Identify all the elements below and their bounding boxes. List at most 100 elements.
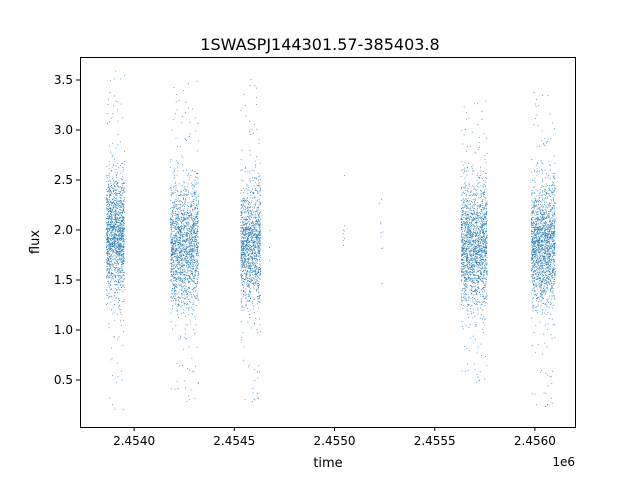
data-point	[258, 238, 260, 239]
data-point	[117, 242, 119, 244]
data-point	[254, 177, 256, 179]
data-point	[177, 162, 179, 164]
data-point	[188, 190, 189, 192]
data-point	[243, 187, 244, 189]
data-point	[109, 179, 111, 181]
data-point	[251, 200, 253, 202]
data-point	[175, 274, 177, 275]
data-point	[187, 267, 189, 269]
data-point	[190, 307, 192, 309]
data-point	[478, 380, 480, 381]
data-point	[192, 370, 194, 372]
data-point	[176, 308, 178, 310]
data-point	[116, 218, 118, 220]
data-point	[483, 237, 485, 238]
data-point	[476, 205, 478, 207]
data-point	[175, 241, 176, 243]
data-point	[472, 199, 474, 201]
data-point	[481, 244, 483, 246]
data-point	[120, 280, 121, 282]
data-point	[254, 242, 256, 243]
data-point	[171, 242, 172, 244]
data-point	[252, 269, 254, 271]
data-point	[121, 162, 123, 164]
data-point	[477, 277, 479, 279]
data-point	[253, 261, 254, 263]
data-point	[173, 169, 175, 171]
data-point	[121, 214, 122, 216]
data-point	[173, 253, 175, 255]
data-point	[172, 304, 174, 306]
data-point	[245, 230, 247, 232]
data-point	[191, 268, 193, 270]
data-point	[121, 203, 123, 204]
data-point	[245, 276, 246, 278]
data-point	[174, 227, 176, 229]
data-point	[250, 275, 251, 276]
data-point	[109, 243, 111, 245]
data-point	[190, 244, 192, 246]
data-point	[175, 260, 177, 262]
data-point	[183, 230, 185, 232]
data-point	[245, 254, 246, 256]
data-point	[175, 256, 177, 258]
data-point	[119, 284, 121, 286]
data-point	[186, 263, 188, 265]
data-point	[254, 220, 256, 222]
data-point	[258, 231, 260, 232]
data-point	[197, 251, 198, 252]
data-point	[255, 231, 257, 233]
data-point	[249, 248, 251, 250]
data-point	[111, 241, 113, 243]
data-point	[176, 232, 178, 234]
data-point	[255, 269, 256, 271]
data-point	[189, 133, 191, 135]
data-point	[190, 204, 192, 205]
data-point	[464, 169, 465, 171]
data-point	[171, 249, 173, 251]
data-point	[242, 244, 244, 246]
data-point	[106, 277, 107, 279]
data-point	[485, 260, 487, 261]
data-point	[241, 263, 243, 265]
data-point	[189, 246, 191, 248]
data-point	[186, 260, 187, 261]
data-point	[184, 271, 186, 273]
data-point	[245, 255, 247, 257]
data-point	[245, 208, 246, 210]
data-point	[196, 295, 198, 297]
data-point	[462, 308, 464, 309]
data-point	[121, 227, 122, 229]
data-point	[258, 271, 259, 272]
data-point	[174, 227, 176, 228]
data-point	[122, 230, 124, 231]
data-point	[195, 290, 197, 292]
data-point	[108, 246, 109, 248]
data-point	[465, 241, 467, 243]
data-point	[193, 258, 194, 260]
data-point	[116, 234, 118, 236]
data-point	[190, 248, 192, 250]
data-point	[186, 238, 188, 240]
data-point	[194, 316, 196, 318]
data-point	[122, 245, 124, 247]
data-point	[123, 240, 125, 242]
data-point	[484, 243, 486, 245]
data-point	[196, 173, 198, 175]
data-point	[196, 278, 198, 280]
data-point	[119, 242, 121, 244]
data-point	[187, 212, 188, 213]
data-point	[186, 227, 188, 229]
data-point	[178, 241, 180, 243]
data-point	[116, 205, 118, 207]
data-point	[256, 210, 258, 212]
data-point	[173, 267, 175, 269]
data-point	[244, 200, 246, 202]
data-point	[253, 278, 255, 279]
data-point	[120, 270, 122, 272]
data-point	[479, 260, 481, 262]
data-point	[123, 238, 124, 239]
data-point	[260, 235, 262, 236]
data-point	[106, 276, 107, 277]
data-point	[114, 320, 116, 322]
